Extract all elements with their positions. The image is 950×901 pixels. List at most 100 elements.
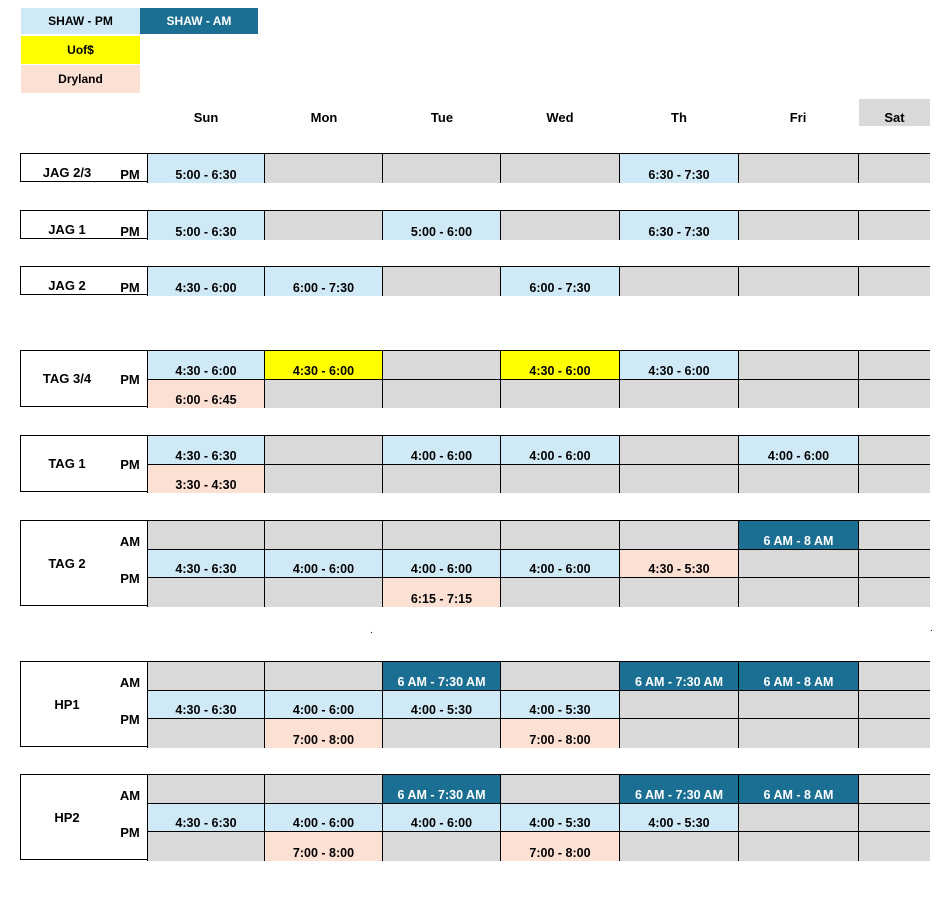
schedule-group: JAG 2 PM 4:30 - 6:00 6:00 - 7:30 6:00 - 7:30: [20, 266, 930, 296]
schedule-cell: [265, 662, 383, 691]
schedule-cell: [501, 380, 620, 408]
schedule-cell: [859, 380, 930, 408]
schedule-cell: [383, 380, 501, 408]
schedule-cell: 3:30 - 4:30: [147, 465, 265, 493]
schedule-cell: [859, 550, 930, 578]
day-header-sun: Sun: [193, 110, 219, 125]
session-label-am: AM: [119, 675, 141, 690]
schedule-cell: [147, 775, 265, 804]
session-label-pm: PM: [120, 224, 140, 239]
schedule-cell: [859, 691, 930, 719]
team-label: HP2: [54, 809, 80, 825]
schedule-cell: [501, 775, 620, 804]
schedule-cell: [739, 465, 859, 493]
schedule-cell: 7:00 - 8:00: [501, 719, 620, 748]
session-label-pm: PM: [120, 167, 140, 182]
session-label-pm: PM: [120, 371, 140, 387]
schedule-cell: 4:00 - 6:00: [383, 436, 501, 465]
session-label-pm: PM: [120, 711, 140, 727]
schedule-cell: 6:00 - 7:30: [265, 267, 383, 296]
team-label: JAG 2/3: [42, 165, 92, 180]
day-header-wed: Wed: [546, 110, 574, 125]
schedule-cell: [265, 380, 383, 408]
schedule-cell: [739, 691, 859, 719]
session-label-am: AM: [119, 534, 141, 549]
schedule-cell: [265, 775, 383, 804]
schedule-cell: [265, 436, 383, 465]
legend-shaw-pm: SHAW - PM: [21, 8, 140, 34]
schedule-cell: [859, 436, 930, 465]
schedule-cell: [265, 521, 383, 550]
schedule-group: TAG 2 AM 6 AM - 8 AM PM 4:30 - 6:30 4:00 - 6:…: [20, 520, 930, 607]
schedule-cell: [383, 832, 501, 861]
legend-dryland: Dryland: [21, 65, 140, 93]
schedule-cell: [620, 380, 739, 408]
schedule-cell: [859, 267, 930, 296]
schedule-group: TAG 1 PM 4:30 - 6:30 4:00 - 6:00 4:00 - 6:00…: [20, 435, 930, 493]
stray-mark: .: [370, 625, 373, 636]
schedule-cell: [859, 578, 930, 607]
schedule-cell: 7:00 - 8:00: [265, 832, 383, 861]
schedule-cell: 4:00 - 6:00: [501, 550, 620, 578]
schedule-cell: [739, 380, 859, 408]
team-label: TAG 1: [48, 456, 86, 471]
schedule-cell: [859, 154, 930, 183]
team-label: JAG 2: [48, 278, 86, 293]
schedule-cell: [859, 521, 930, 550]
schedule-cell: 4:00 - 5:30: [383, 691, 501, 719]
schedule-cell: 4:30 - 6:30: [147, 436, 265, 465]
legend-uofs: Uof$: [21, 36, 140, 64]
schedule-cell: 4:30 - 6:00: [620, 351, 739, 380]
schedule-cell: 4:30 - 6:30: [147, 550, 265, 578]
schedule-cell: [501, 578, 620, 607]
schedule-cell: [383, 465, 501, 493]
schedule-cell: 4:00 - 6:00: [383, 804, 501, 832]
day-header-tue: Tue: [430, 110, 454, 125]
schedule-cell: [859, 832, 930, 861]
day-header-thu: Th: [671, 110, 687, 125]
schedule-cell: [383, 154, 501, 183]
team-label: JAG 1: [48, 222, 86, 237]
schedule-cell: [147, 832, 265, 861]
schedule-group: JAG 2/3 PM 5:00 - 6:30 6:30 - 7:30: [20, 153, 930, 183]
team-label: HP1: [54, 696, 80, 712]
schedule-cell: [265, 211, 383, 240]
session-label-am: AM: [119, 788, 141, 803]
schedule-cell: [739, 351, 859, 380]
legend-shaw-am: SHAW - AM: [140, 8, 258, 34]
schedule-cell: [501, 211, 620, 240]
schedule-cell: [501, 154, 620, 183]
schedule-cell: [739, 211, 859, 240]
schedule-cell: [383, 351, 501, 380]
schedule-cell: [620, 465, 739, 493]
schedule-cell: 6 AM - 7:30 AM: [620, 662, 739, 691]
schedule-cell: 6 AM - 7:30 AM: [383, 775, 501, 804]
schedule-cell: 6 AM - 8 AM: [739, 662, 859, 691]
session-label-pm: PM: [120, 456, 140, 472]
schedule-cell: [501, 521, 620, 550]
schedule-cell: [620, 691, 739, 719]
schedule-cell: [383, 267, 501, 296]
schedule-cell: [147, 719, 265, 748]
schedule-cell: [620, 719, 739, 748]
schedule-group: TAG 3/4 PM 4:30 - 6:00 4:30 - 6:00 4:30 - 6:…: [20, 350, 930, 408]
day-header-mon: Mon: [310, 110, 338, 125]
schedule-cell: [620, 267, 739, 296]
schedule-cell: [739, 578, 859, 607]
day-header-fri: Fri: [789, 110, 807, 125]
schedule-cell: 6:30 - 7:30: [620, 211, 739, 240]
schedule-cell: [859, 775, 930, 804]
schedule-cell: 4:00 - 6:00: [739, 436, 859, 465]
schedule-group: HP1 AM 6 AM - 7:30 AM 6 AM - 7:30 AM 6 AM - …: [20, 661, 930, 748]
schedule-cell: 4:30 - 6:00: [147, 351, 265, 380]
schedule-cell: [147, 521, 265, 550]
schedule-cell: [501, 662, 620, 691]
session-label-pm: PM: [120, 570, 140, 586]
session-label-pm: PM: [120, 824, 140, 840]
schedule-cell: 4:00 - 6:00: [501, 436, 620, 465]
schedule-cell: 4:30 - 6:00: [147, 267, 265, 296]
schedule-cell: 6 AM - 7:30 AM: [620, 775, 739, 804]
schedule-cell: [739, 154, 859, 183]
schedule-cell: 4:30 - 6:30: [147, 691, 265, 719]
schedule-cell: [265, 465, 383, 493]
